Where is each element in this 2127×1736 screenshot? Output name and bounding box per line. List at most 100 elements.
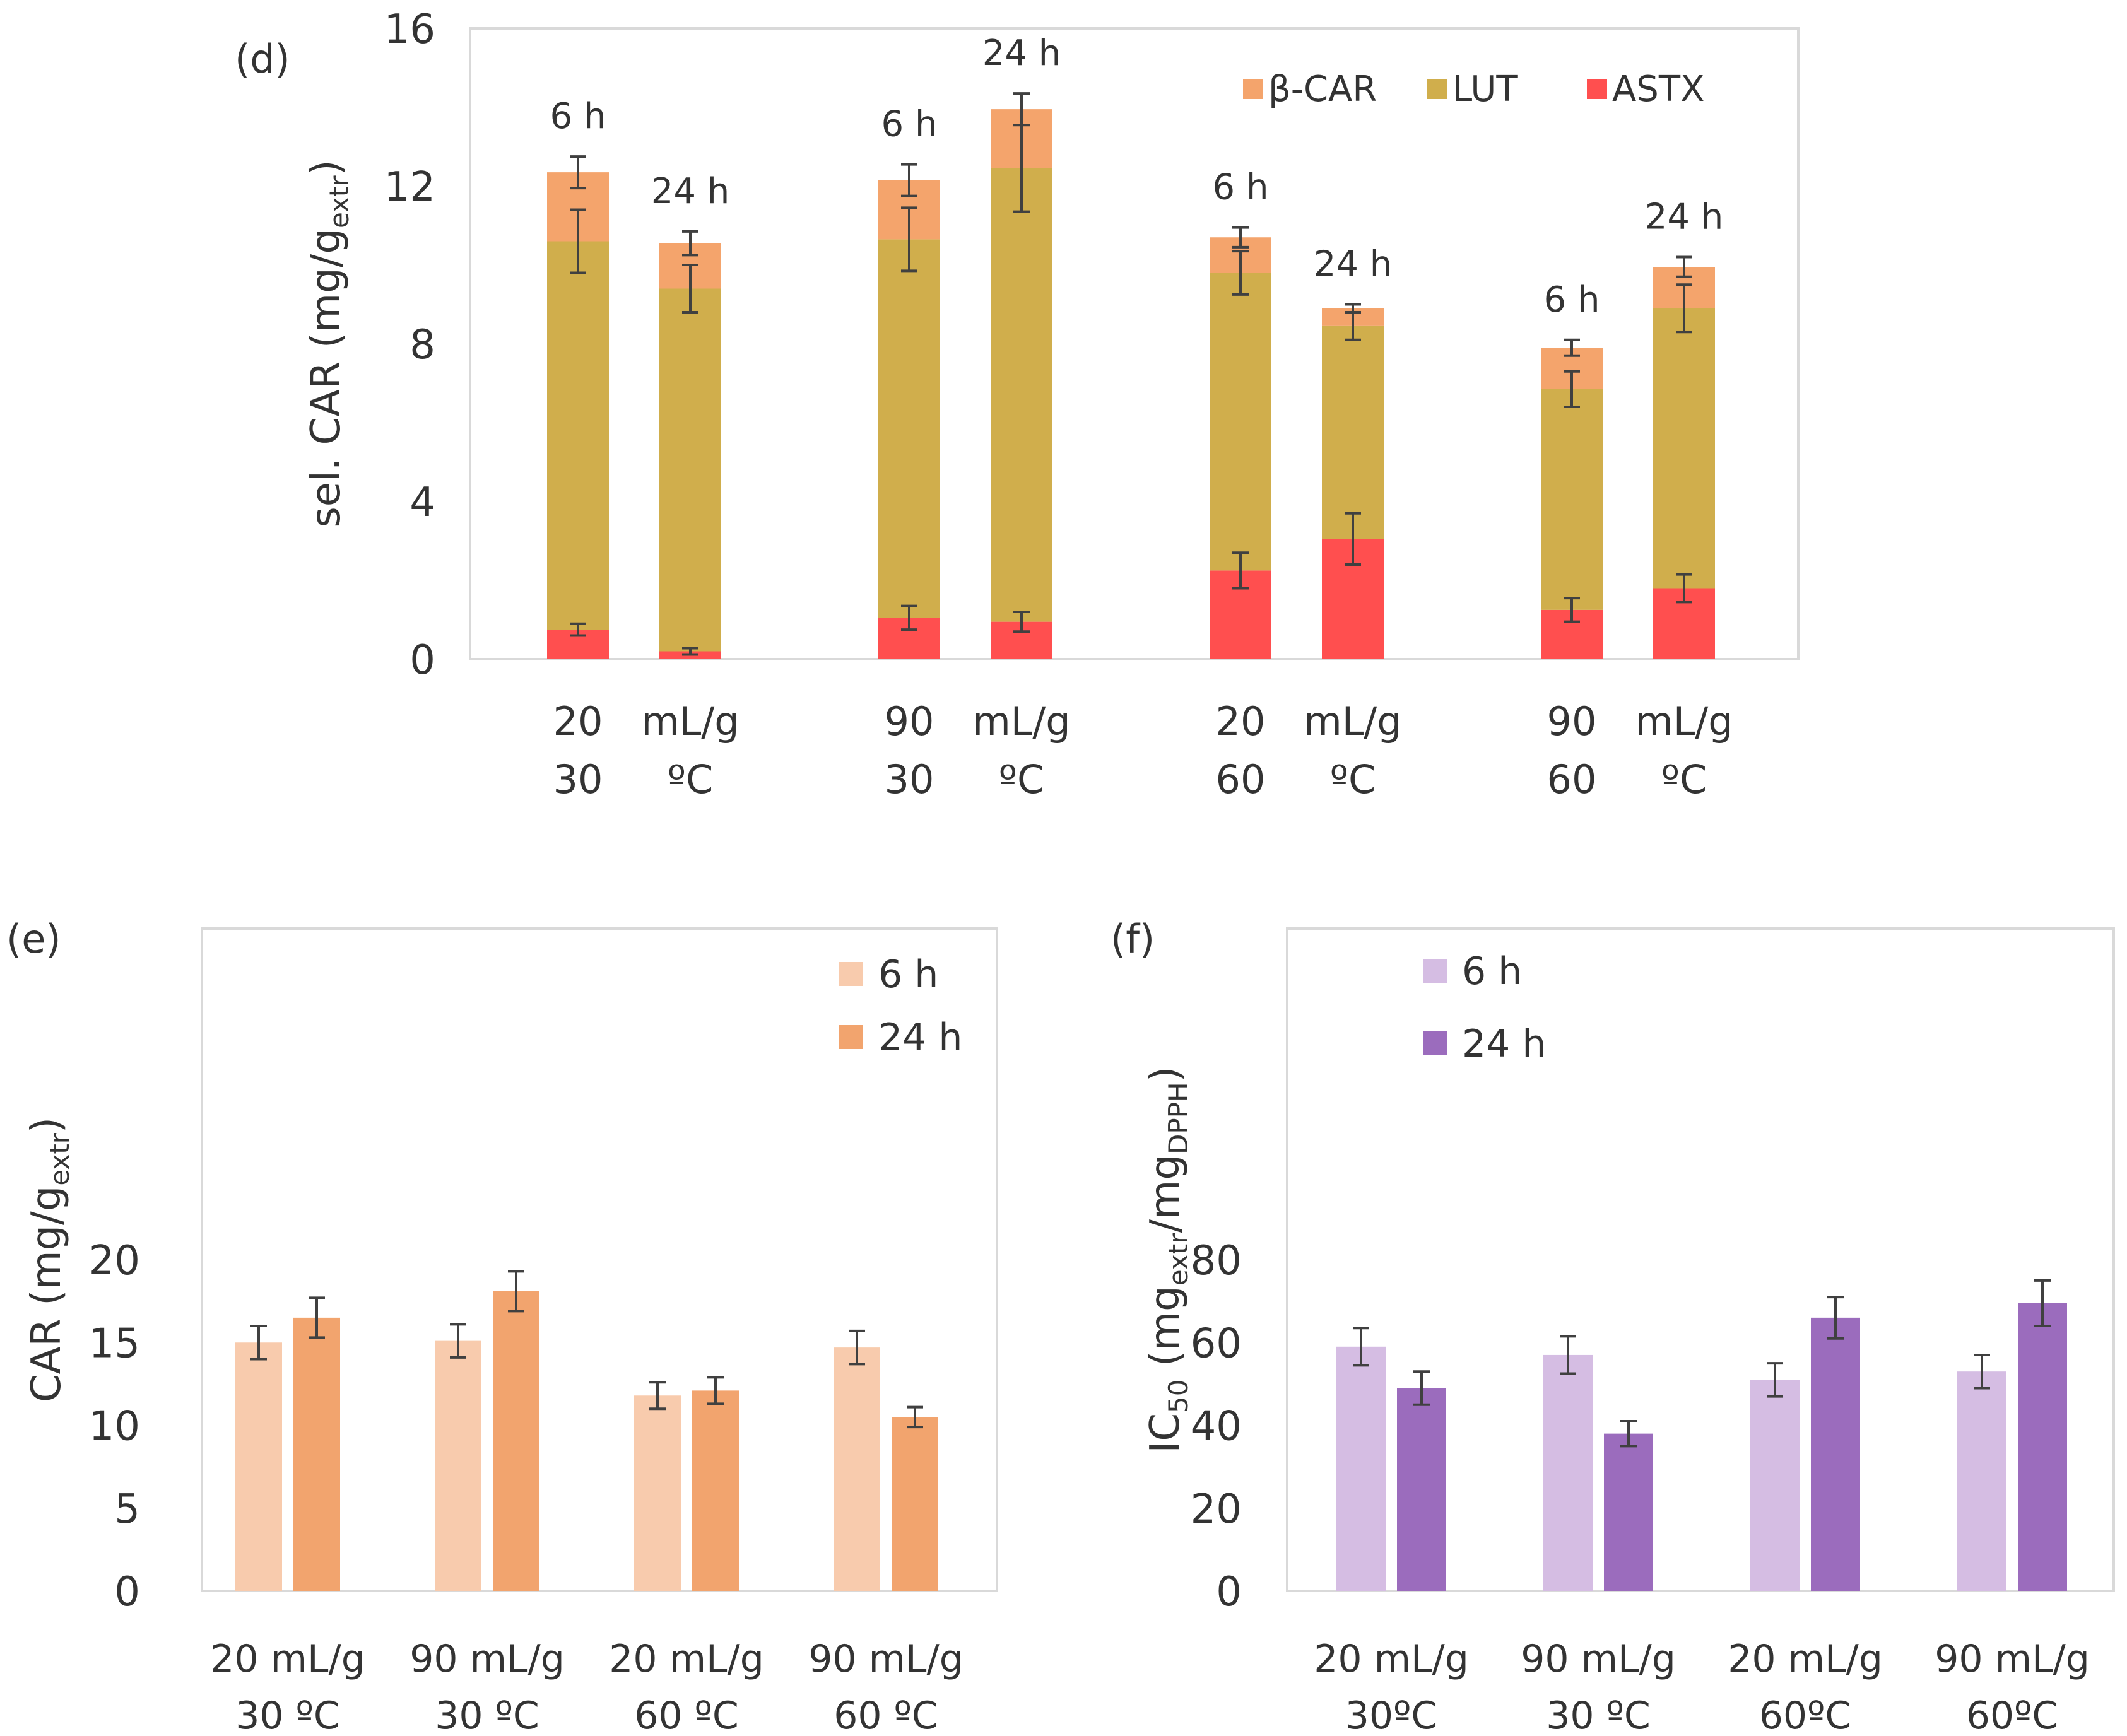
panel-label-f: (f) xyxy=(1111,916,1155,962)
x-category-label: 20 mL/g xyxy=(1728,1637,1883,1681)
bar-6h-0 xyxy=(235,1342,282,1591)
y-tick-label: 15 xyxy=(89,1320,140,1367)
panel-label-d: (d) xyxy=(235,36,290,82)
x-category-label: 90 mL/g xyxy=(1521,1637,1676,1681)
x-category-label: ºC xyxy=(1330,756,1376,802)
bar-segment-lut-1 xyxy=(659,288,721,652)
x-category-label: 20 mL/g xyxy=(1314,1637,1469,1681)
y-axis-label-sub-d: extr xyxy=(324,175,355,228)
bar-segment-lut-2 xyxy=(878,239,940,618)
y-axis-label-main-d: sel. CAR (mg/g xyxy=(303,228,350,528)
bar-segment-lut-6 xyxy=(1541,389,1603,610)
panel-label-e: (e) xyxy=(6,916,61,962)
bar-6h-3 xyxy=(834,1347,880,1591)
x-category-label: 60ºC xyxy=(1759,1694,1852,1736)
bar-time-labels-d: 6 h 24 h 6 h 24 h 6 h 24 h 6 h 24 h xyxy=(550,33,1724,320)
plot-frame-d xyxy=(469,27,1800,660)
x-category-label: 60 ºC xyxy=(634,1694,739,1736)
bar-6h-0 xyxy=(1336,1346,1386,1591)
bar-6h-1 xyxy=(1543,1354,1593,1591)
y-axis-label-main-f: IC xyxy=(1142,1413,1189,1453)
plot-frame-f xyxy=(1286,927,2115,1592)
legend-label: LUT xyxy=(1452,69,1518,110)
x-category-label: 30 ºC xyxy=(235,1694,340,1736)
legend-label: 24 h xyxy=(1462,1022,1546,1066)
x-category-label: mL/g xyxy=(1635,698,1733,744)
y-axis-label-close-e: ) xyxy=(23,1117,70,1133)
x-category-labels-d: 20 mL/g 30 ºC 90 mL/g 30 ºC 20 mL/g 60 ºC 90 mL/g 60 ºC xyxy=(553,698,1733,802)
y-tick-label: 60 xyxy=(1191,1320,1242,1367)
x-category-label: mL/g xyxy=(1304,698,1401,744)
y-axis-label-sub3-f: DPPH xyxy=(1163,1082,1194,1154)
x-category-label: 60 xyxy=(1216,756,1266,802)
y-tick-label: 80 xyxy=(1191,1238,1242,1284)
y-axis-label-mid2-f: /mg xyxy=(1142,1154,1189,1233)
x-category-label: 30 xyxy=(553,756,603,802)
x-category-label: 90 mL/g xyxy=(409,1637,565,1681)
x-category-label: mL/g xyxy=(641,698,739,744)
y-axis-label-sub2-f: extr xyxy=(1163,1233,1194,1286)
x-category-label: 30 xyxy=(885,756,934,802)
legend-swatch-0 xyxy=(1587,79,1607,99)
y-axis-label-sub1-f: 50 xyxy=(1163,1380,1194,1413)
bar-6h-2 xyxy=(1750,1380,1800,1591)
x-category-label: 20 xyxy=(553,698,603,744)
x-category-label: 90 xyxy=(1547,698,1597,744)
bar-time-label: 24 h xyxy=(1314,244,1393,285)
legend-swatch-1 xyxy=(1423,1031,1447,1055)
y-tick-label: 8 xyxy=(409,322,435,368)
y-ticks-e: 0 5 10 15 20 xyxy=(89,1238,140,1616)
y-tick-label: 16 xyxy=(384,6,435,53)
bar-24h-2 xyxy=(1811,1317,1860,1591)
x-category-label: 20 xyxy=(1216,698,1266,744)
x-category-label: 20 mL/g xyxy=(210,1637,365,1681)
bar-time-label: 24 h xyxy=(982,33,1061,74)
y-tick-label: 0 xyxy=(114,1569,140,1616)
bar-time-label: 6 h xyxy=(881,104,938,145)
x-category-label: 20 mL/g xyxy=(609,1637,764,1681)
y-tick-label: 5 xyxy=(114,1486,140,1533)
y-axis-label-sub-e: extr xyxy=(44,1132,75,1185)
y-tick-label: 20 xyxy=(1191,1486,1242,1533)
bar-time-label: 24 h xyxy=(1645,197,1724,238)
error-bars-e xyxy=(250,1270,923,1429)
y-axis-label-close-d: ) xyxy=(303,160,350,175)
x-category-labels-e: 20 mL/g 30 ºC 90 mL/g 30 ºC 20 mL/g 60 ºC 90 m… xyxy=(210,1637,963,1736)
bars-e xyxy=(235,1291,938,1591)
bar-time-label: 24 h xyxy=(651,171,730,212)
bar-6h-3 xyxy=(1957,1371,2006,1591)
bar-24h-0 xyxy=(293,1317,340,1591)
x-category-label: ºC xyxy=(999,756,1045,802)
bar-segment-lut-4 xyxy=(1210,273,1271,571)
y-axis-label-f: IC50 (mgextr/mgDPPH) xyxy=(1142,1066,1194,1453)
bar-segment-lut-3 xyxy=(991,168,1052,622)
error-bars-f xyxy=(1353,1279,2051,1448)
legend-swatch-0 xyxy=(839,962,863,986)
bars-f xyxy=(1336,1303,2067,1591)
bar-24h-1 xyxy=(493,1291,539,1591)
legend-swatch-2 xyxy=(1243,79,1263,99)
y-tick-label: 10 xyxy=(89,1404,140,1450)
x-category-label: 90 mL/g xyxy=(1935,1637,2090,1681)
x-category-label: 30 ºC xyxy=(435,1694,539,1736)
bar-24h-0 xyxy=(1397,1388,1446,1591)
error-bars-d xyxy=(570,92,1692,656)
legend-swatch-0 xyxy=(1423,959,1447,983)
bar-6h-1 xyxy=(435,1340,481,1591)
legend-label: 6 h xyxy=(878,953,938,997)
legend-label: β-CAR xyxy=(1268,69,1377,110)
chart-panel-e: (e) CAR (mg/gextr) 0 5 10 15 20 20 mL/g 30 ºC… xyxy=(6,916,998,1736)
y-axis-label-main-e: CAR (mg/g xyxy=(23,1186,70,1402)
y-tick-label: 40 xyxy=(1191,1404,1242,1450)
x-category-label: 90 mL/g xyxy=(808,1637,963,1681)
x-category-label: 30 ºC xyxy=(1546,1694,1651,1736)
x-category-label: 60ºC xyxy=(1966,1694,2059,1736)
plot-frame-e xyxy=(201,927,998,1592)
x-category-label: 60 ºC xyxy=(834,1694,938,1736)
bar-6h-2 xyxy=(634,1395,681,1591)
bar-24h-3 xyxy=(892,1417,938,1591)
bar-24h-2 xyxy=(692,1390,739,1591)
legend-f: 6 h 24 h xyxy=(1423,949,1546,1066)
x-category-label: ºC xyxy=(668,756,714,802)
